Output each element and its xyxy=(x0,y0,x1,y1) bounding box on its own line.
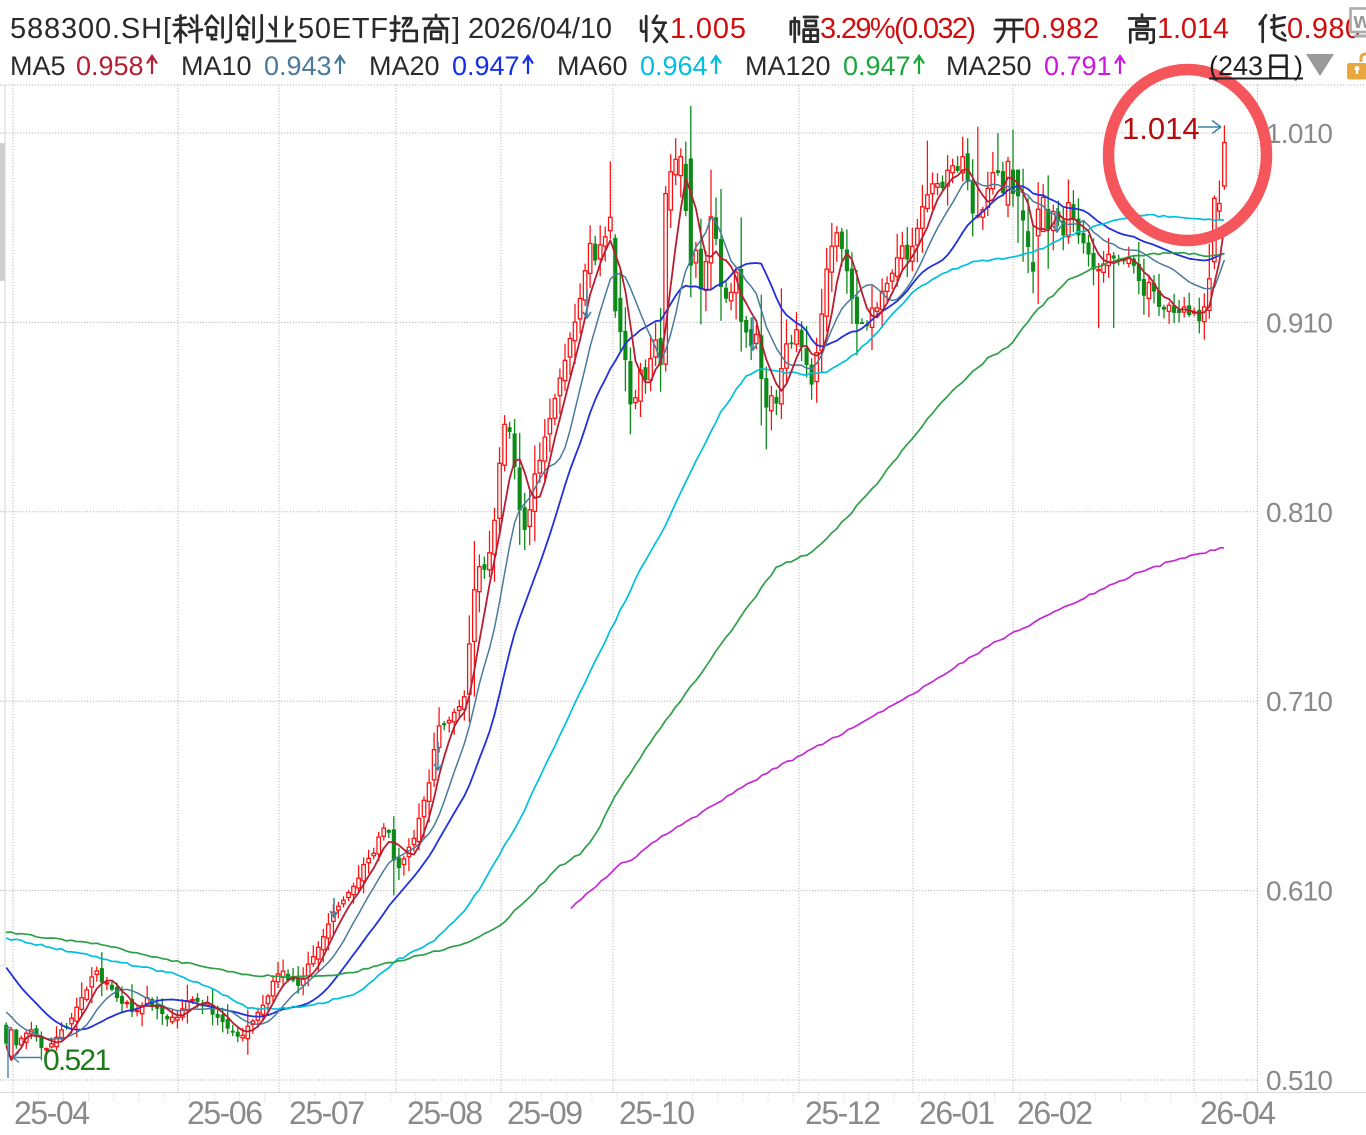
svg-text:MA5: MA5 xyxy=(10,51,66,81)
svg-text:25-06: 25-06 xyxy=(187,1095,263,1130)
svg-text:25-12: 25-12 xyxy=(805,1095,881,1130)
svg-text:0.510: 0.510 xyxy=(1266,1065,1333,1096)
svg-text:0.943: 0.943 xyxy=(264,51,332,81)
svg-text:25-07: 25-07 xyxy=(289,1095,365,1130)
svg-text:0.710: 0.710 xyxy=(1266,686,1333,717)
svg-text:): ) xyxy=(1294,51,1303,81)
svg-text:]: ] xyxy=(452,13,460,45)
svg-text:0.910: 0.910 xyxy=(1266,307,1333,338)
svg-text:MA250: MA250 xyxy=(946,51,1032,81)
svg-text:25-09: 25-09 xyxy=(507,1095,583,1130)
svg-text:0.958: 0.958 xyxy=(76,51,144,81)
svg-text:1.014: 1.014 xyxy=(1122,111,1200,146)
svg-text:25-04: 25-04 xyxy=(14,1095,90,1130)
svg-text:0.964: 0.964 xyxy=(640,51,708,81)
svg-text:MA120: MA120 xyxy=(745,51,831,81)
svg-text:0.947: 0.947 xyxy=(843,51,911,81)
svg-text:1.014: 1.014 xyxy=(1157,13,1229,45)
svg-text:1.010: 1.010 xyxy=(1266,118,1333,149)
svg-text:3.29%(0.032): 3.29%(0.032) xyxy=(820,13,976,45)
svg-text:MA10: MA10 xyxy=(181,51,252,81)
svg-text:0.947: 0.947 xyxy=(452,51,520,81)
svg-text:50ETF: 50ETF xyxy=(298,13,388,45)
svg-text:26-04: 26-04 xyxy=(1200,1095,1276,1130)
svg-text:25-08: 25-08 xyxy=(407,1095,483,1130)
svg-text:2026/04/10: 2026/04/10 xyxy=(468,13,612,45)
svg-text:0.521: 0.521 xyxy=(43,1044,111,1077)
svg-text:588300.SH[: 588300.SH[ xyxy=(10,13,171,45)
svg-text:w: w xyxy=(1353,8,1366,33)
svg-text:0.982: 0.982 xyxy=(1024,13,1099,45)
svg-text:1.005: 1.005 xyxy=(670,13,746,45)
svg-text:MA60: MA60 xyxy=(557,51,628,81)
svg-text:MA20: MA20 xyxy=(369,51,440,81)
svg-text:0.610: 0.610 xyxy=(1266,876,1333,907)
svg-text:0.791: 0.791 xyxy=(1044,51,1112,81)
svg-text:25-10: 25-10 xyxy=(619,1095,695,1130)
svg-text:26-01: 26-01 xyxy=(919,1095,995,1130)
svg-text:0.810: 0.810 xyxy=(1266,497,1333,528)
svg-text:(243: (243 xyxy=(1209,51,1263,81)
svg-text:26-02: 26-02 xyxy=(1017,1095,1093,1130)
